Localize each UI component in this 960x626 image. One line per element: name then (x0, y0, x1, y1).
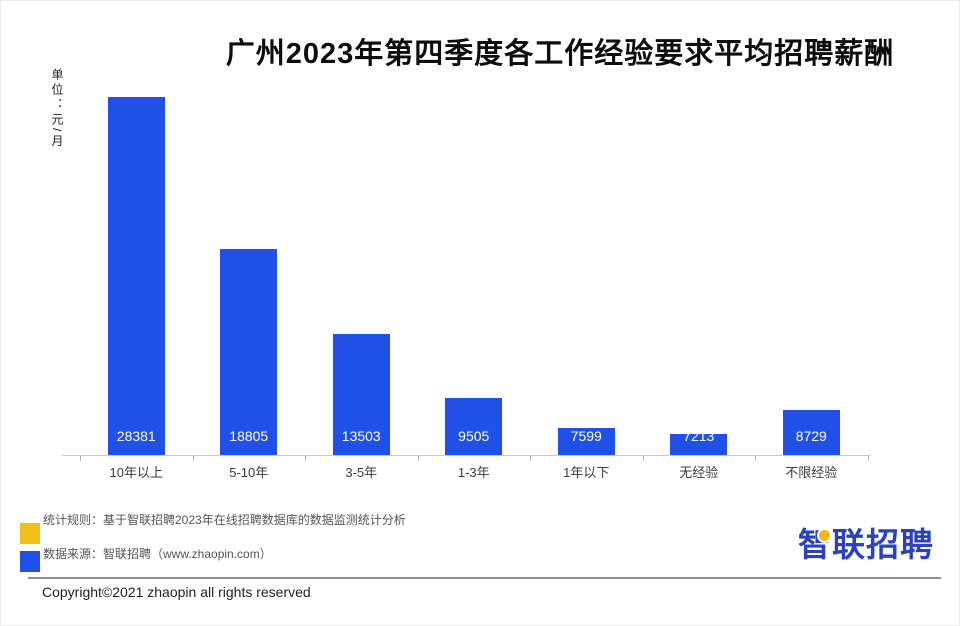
bar-4: 9505 (445, 398, 503, 455)
x-axis-label: 10年以上 (109, 465, 163, 480)
bar-value-label: 28381 (116, 428, 156, 444)
x-axis-label: 1-3年 (457, 465, 490, 480)
bar-1: 28381 (107, 97, 165, 455)
bar-3: 13503 (332, 334, 390, 455)
x-axis-line (62, 455, 870, 456)
x-axis-label: 不限经验 (785, 465, 838, 480)
x-axis-label: 1年以下 (563, 465, 610, 480)
bar-value-label: 7599 (570, 428, 602, 444)
bar-value-label: 7213 (683, 434, 715, 444)
x-axis-tick (867, 456, 869, 461)
zhaopin-logo: 智联招聘 (798, 526, 948, 568)
x-axis-label: 3-5年 (345, 465, 378, 480)
bar-value-label: 8729 (795, 428, 827, 444)
stat-rule-note: 统计规则：基于智联招聘2023年在线招聘数据库的数据监测统计分析 (43, 513, 406, 527)
zhaopin-logo-dot-icon (819, 530, 830, 541)
x-axis-tick (755, 456, 756, 461)
data-source-swatch (20, 551, 40, 572)
bar-6: 7213 (670, 434, 728, 455)
bar-5: 7599 (557, 428, 615, 455)
x-axis-tick (417, 456, 419, 461)
bar-value-label: 18805 (229, 428, 269, 444)
x-axis-tick (80, 456, 81, 461)
y-axis-unit-label: 单位：元/月 (50, 68, 64, 150)
x-axis-tick (192, 456, 194, 461)
x-axis-label: 无经验 (679, 465, 719, 480)
bar-2: 18805 (220, 249, 278, 455)
chart-title: 广州2023年第四季度各工作经验要求平均招聘薪酬 (225, 38, 895, 70)
x-axis-tick (530, 456, 531, 461)
x-axis-tick (305, 456, 306, 461)
copyright-text: Copyright©2021 zhaopin all rights reserv… (42, 584, 311, 600)
bar-value-label: 13503 (341, 428, 381, 444)
stat-rule-swatch (20, 523, 40, 544)
x-axis-tick (642, 456, 644, 461)
data-source-note: 数据来源：智联招聘（www.zhaopin.com） (43, 547, 272, 561)
footer-divider (28, 577, 941, 579)
bar-value-label: 9505 (458, 428, 490, 444)
bar-7: 8729 (782, 410, 840, 455)
x-axis-label: 5-10年 (229, 465, 269, 480)
